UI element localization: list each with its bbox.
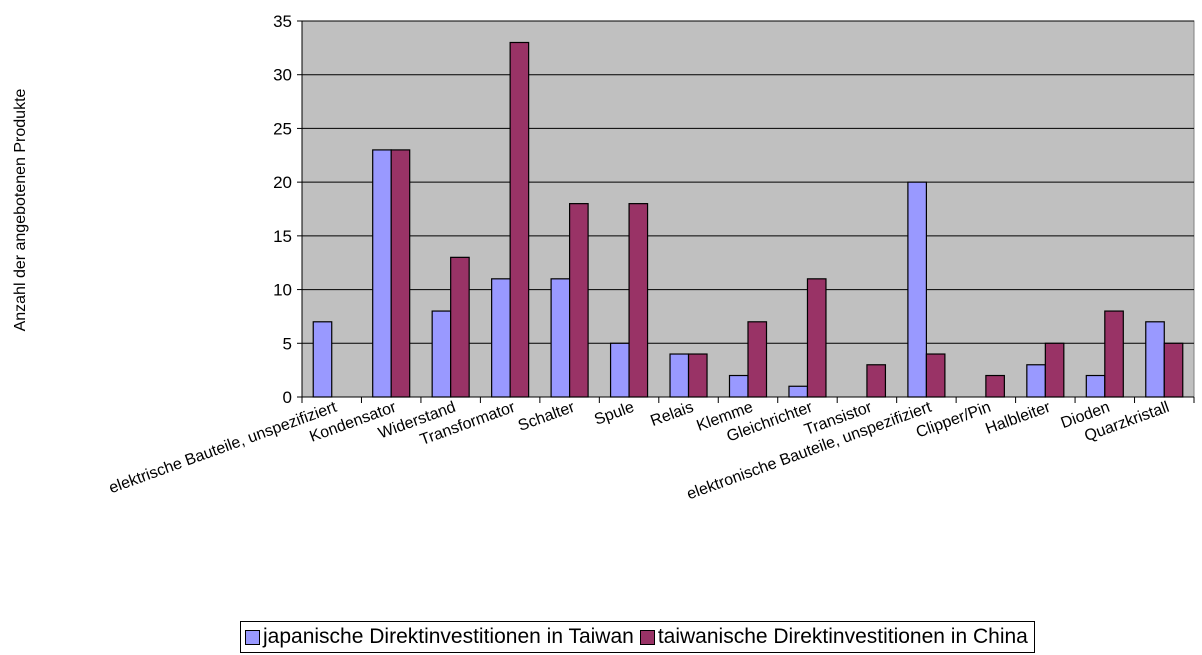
legend-item-japan-taiwan: japanische Direktinvestitionen in Taiwan <box>245 625 634 649</box>
y-tick-label: 30 <box>273 66 292 85</box>
bar-japan-taiwan <box>1145 321 1165 398</box>
bar-japan-taiwan <box>788 385 809 398</box>
bar-japan-taiwan <box>1085 374 1106 398</box>
bar-taiwan-china <box>509 41 530 398</box>
y-tick-label: 25 <box>273 119 292 138</box>
bar-japan-taiwan <box>550 278 571 398</box>
x-tick-label: Schalter <box>516 399 578 435</box>
bar-taiwan-china <box>866 364 887 398</box>
legend: japanische Direktinvestitionen in Taiwan… <box>240 621 1035 653</box>
bars <box>312 41 1184 398</box>
y-tick-labels: 0 5 10 15 20 25 30 35 <box>273 12 292 407</box>
y-tick-label: 5 <box>283 334 292 353</box>
bar-japan-taiwan <box>907 181 928 398</box>
axes <box>297 20 1195 403</box>
bar-taiwan-china <box>1163 342 1184 398</box>
legend-swatch-taiwan-china <box>639 629 655 645</box>
bar-japan-taiwan <box>491 278 511 398</box>
bar-japan-taiwan <box>1026 364 1046 398</box>
bar-japan-taiwan <box>728 374 749 398</box>
y-tick-label: 20 <box>273 173 292 192</box>
bar-taiwan-china <box>985 374 1005 398</box>
y-tick-label: 35 <box>273 12 292 31</box>
bar-taiwan-china <box>687 353 708 398</box>
y-tick-label: 0 <box>283 388 292 407</box>
legend-swatch-japan-taiwan <box>245 629 260 645</box>
bar-taiwan-china <box>806 278 827 398</box>
bar-chart: 0 5 10 15 20 25 30 35 elektrische Bauteile, uns… <box>12 12 1195 504</box>
bar-japan-taiwan <box>669 353 690 398</box>
bar-taiwan-china <box>628 203 649 398</box>
bar-japan-taiwan <box>372 149 392 398</box>
x-tick-label: Spule <box>592 399 636 429</box>
y-axis-label: Anzahl der angebotenen Produkte <box>12 88 29 331</box>
y-tick-label: 15 <box>273 227 292 246</box>
bar-taiwan-china <box>568 203 589 398</box>
legend-label-taiwan-china: taiwanische Direktinvestitionen in China <box>657 625 1028 648</box>
bar-taiwan-china <box>925 353 946 398</box>
bar-taiwan-china <box>747 321 768 398</box>
y-tick-label: 10 <box>273 281 292 300</box>
x-tick-labels: elektrische Bauteile, unspezifiziertKond… <box>107 399 1172 504</box>
legend-item-taiwan-china: taiwanische Direktinvestitionen in China <box>639 625 1028 649</box>
bar-taiwan-china <box>390 149 411 398</box>
bar-japan-taiwan <box>312 321 333 398</box>
bar-taiwan-china <box>1104 310 1124 398</box>
bar-taiwan-china <box>450 256 470 398</box>
x-tick-label: Halbleiter <box>983 399 1053 438</box>
x-tick-label: Relais <box>648 399 696 430</box>
x-tick-label: elektrische Bauteile, unspezifiziert <box>107 399 340 498</box>
bar-japan-taiwan <box>431 310 452 398</box>
bar-taiwan-china <box>1044 342 1065 398</box>
bar-japan-taiwan <box>609 342 630 398</box>
legend-label-japan-taiwan: japanische Direktinvestitionen in Taiwan <box>263 625 634 648</box>
